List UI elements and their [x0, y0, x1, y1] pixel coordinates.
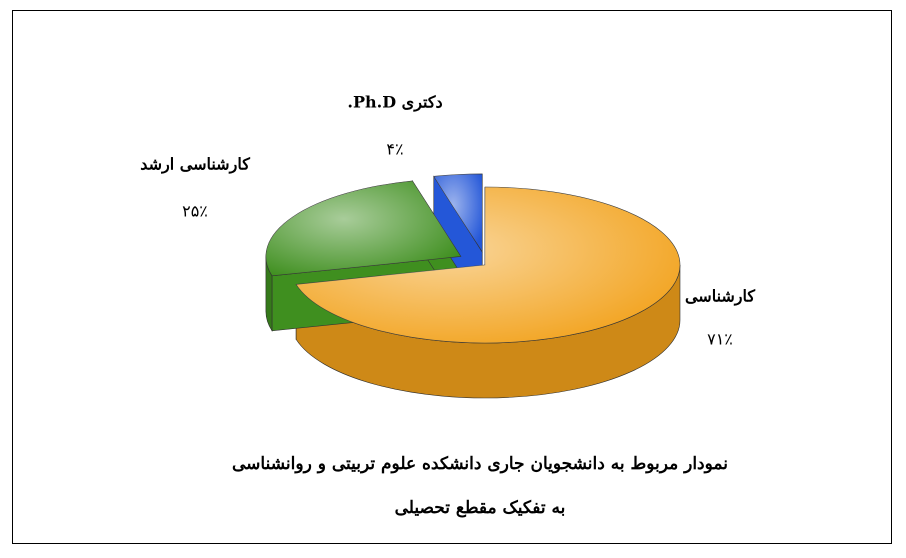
slice-label: کارشناسی: [685, 287, 755, 307]
slice-label: دکتری Ph.D.: [347, 93, 442, 113]
slice-side-shade: [265, 256, 273, 331]
value-label: ۴٪: [386, 140, 403, 159]
slice-shine: [433, 173, 483, 252]
chart-frame: [12, 10, 892, 544]
value-label: ۷۱٪: [707, 330, 733, 349]
chart-title: نمودار مربوط به دانشجویان جاری دانشکده ع…: [232, 454, 728, 518]
slice-side-shade: [296, 265, 680, 398]
slice-label: کارشناسی ارشد: [140, 155, 250, 175]
slice-shine: [296, 187, 681, 343]
value-label: ۲۵٪: [182, 202, 208, 221]
slice-shine: [265, 180, 461, 276]
